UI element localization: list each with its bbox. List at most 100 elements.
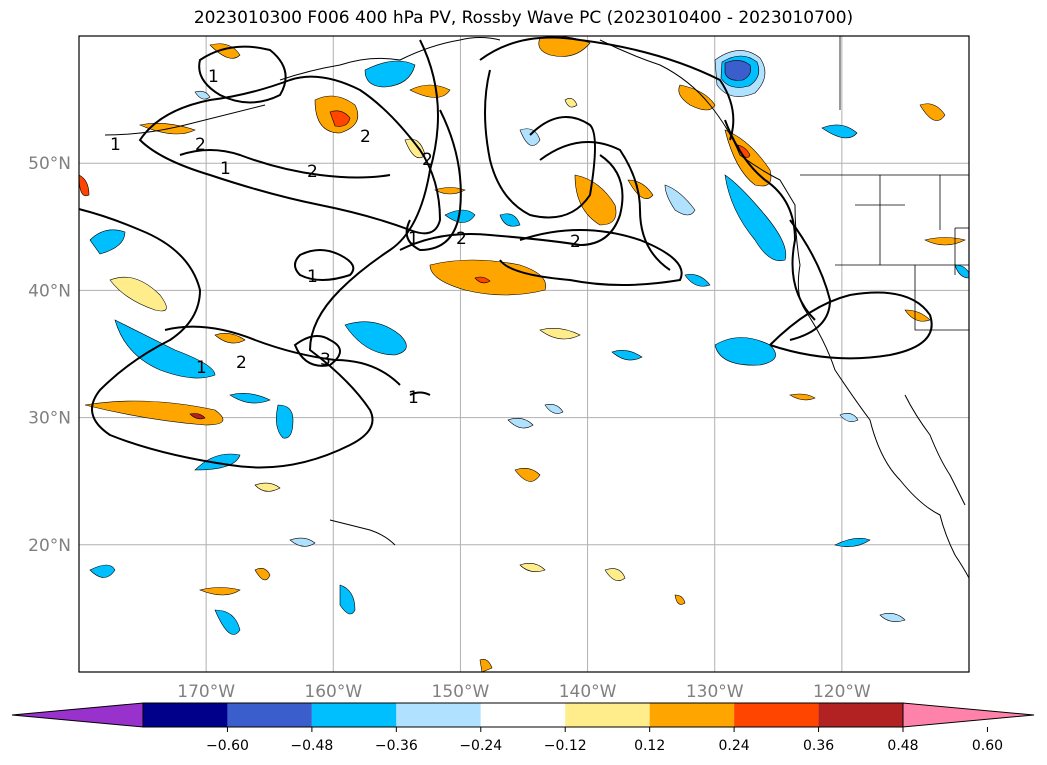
anomaly-blob xyxy=(499,213,521,227)
longitude-label: 130°W xyxy=(686,682,744,702)
colorbar-segment xyxy=(818,703,903,727)
contour-label: 3 xyxy=(320,350,331,370)
pv-shading xyxy=(79,36,969,672)
coastline-north-america xyxy=(599,39,969,580)
baja xyxy=(904,394,966,506)
contour-label: 1 xyxy=(408,388,419,408)
colorbar-tick-label: 0.60 xyxy=(972,738,1003,754)
anomaly-blob xyxy=(364,60,416,88)
anomaly-blob xyxy=(714,337,776,366)
coastlines xyxy=(104,37,969,580)
negative-anomalies xyxy=(89,50,969,635)
colorbar-tick-label: 0.24 xyxy=(719,738,750,754)
longitude-label: 140°W xyxy=(559,682,617,702)
coastline-aleutians xyxy=(104,104,266,136)
anomaly-blob xyxy=(339,584,356,615)
pv-contour-line xyxy=(479,36,735,141)
colorbar-segment xyxy=(311,703,397,727)
plot-title: 2023010300 F006 400 hPa PV, Rossby Wave … xyxy=(193,8,854,28)
anomaly-blob xyxy=(604,568,626,581)
colorbar-tick-label: −0.48 xyxy=(290,738,333,754)
contour-label: 1 xyxy=(307,267,318,287)
anomaly-blob xyxy=(254,568,271,581)
anomaly-blob xyxy=(434,187,466,195)
longitude-label: 170°W xyxy=(177,682,235,702)
anomaly-blob xyxy=(519,128,541,146)
anomaly-blob xyxy=(821,124,858,139)
contour-label: 1 xyxy=(208,67,219,87)
latitude-label: 40°N xyxy=(28,281,71,301)
pv-contour-line xyxy=(484,69,596,219)
pv-contour-line xyxy=(789,219,832,341)
anomaly-blob xyxy=(209,43,241,59)
map-frame xyxy=(78,35,970,673)
pv-contour-line xyxy=(294,249,355,281)
anomaly-blob xyxy=(538,36,591,57)
colorbar-segment xyxy=(396,703,481,727)
anomaly-blob xyxy=(919,103,946,121)
anomaly-blob xyxy=(839,413,859,422)
pv-contour-line xyxy=(405,109,462,252)
anomaly-blob xyxy=(724,174,787,262)
anomaly-blob xyxy=(409,84,451,98)
latitude-labels: 20°N 30°N 40°N 50°N xyxy=(28,154,71,556)
anomaly-blob xyxy=(904,309,931,322)
latitude-label: 30°N xyxy=(28,409,71,429)
colorbar-frame xyxy=(142,702,904,728)
anomaly-blob xyxy=(429,259,547,296)
anomaly-blob xyxy=(674,594,686,605)
anomaly-blob xyxy=(329,110,351,127)
latitude-label: 50°N xyxy=(28,154,71,174)
colorbar-segment xyxy=(143,703,228,727)
anomaly-blob xyxy=(519,563,546,572)
anomaly-blob xyxy=(834,538,871,547)
contour-label: 2 xyxy=(195,135,206,155)
anomaly-blob xyxy=(879,613,906,622)
colorbar-segment xyxy=(649,703,735,727)
coastline-hawaii xyxy=(329,519,396,546)
contour-label: 1 xyxy=(196,358,207,378)
anomaly-blob xyxy=(84,400,224,426)
colorbar-extend-high xyxy=(902,702,1035,728)
anomaly-blob xyxy=(611,350,643,361)
anomaly-blob xyxy=(474,276,491,284)
pv-contour-line xyxy=(79,39,439,469)
anomaly-blob xyxy=(539,328,581,340)
anomaly-blob xyxy=(199,587,241,596)
colorbar-tick-label: 0.12 xyxy=(634,738,665,754)
anomaly-blob xyxy=(276,404,294,439)
colorbar-segment xyxy=(565,703,650,727)
anomaly-blob xyxy=(194,90,211,100)
colorbar: −0.60 −0.48 −0.36 −0.24 −0.12 0.12 0.24 0.36 0.4… xyxy=(11,702,1035,754)
anomaly-blob xyxy=(724,60,751,81)
longitude-label: 160°W xyxy=(304,682,362,702)
pv-contour-line xyxy=(409,391,431,396)
anomaly-blob xyxy=(189,413,206,420)
anomaly-blob xyxy=(684,274,711,287)
colorbar-segment xyxy=(734,703,819,727)
contour-labels: 1 2 1 2 2 2 1 1 2 2 1 1 2 3 1 xyxy=(110,67,581,408)
anomaly-blob xyxy=(564,98,578,108)
colorbar-tick-label: 0.48 xyxy=(887,738,918,754)
anomaly-blob xyxy=(664,184,696,216)
colorbar-tick-label: −0.60 xyxy=(206,738,249,754)
longitude-label: 150°W xyxy=(432,682,490,702)
anomaly-blob xyxy=(214,609,241,635)
political-boundaries xyxy=(800,36,969,331)
colorbar-extend-low xyxy=(11,702,144,728)
anomaly-blob xyxy=(544,404,564,414)
colorbar-tick-label: −0.36 xyxy=(375,738,418,754)
pv-contour-line xyxy=(769,291,933,360)
pv-contour-line xyxy=(539,141,671,271)
contour-label: 2 xyxy=(360,127,371,147)
contour-label: 2 xyxy=(307,162,318,182)
longitude-label: 120°W xyxy=(813,682,871,702)
contour-label: 2 xyxy=(570,232,581,252)
anomaly-blob xyxy=(954,264,969,279)
colorbar-tick-label: −0.12 xyxy=(544,738,587,754)
colorbar-tick-label: −0.24 xyxy=(459,738,502,754)
anomaly-blob xyxy=(79,174,90,197)
anomaly-blob xyxy=(109,276,167,312)
pv-contours xyxy=(79,36,933,469)
